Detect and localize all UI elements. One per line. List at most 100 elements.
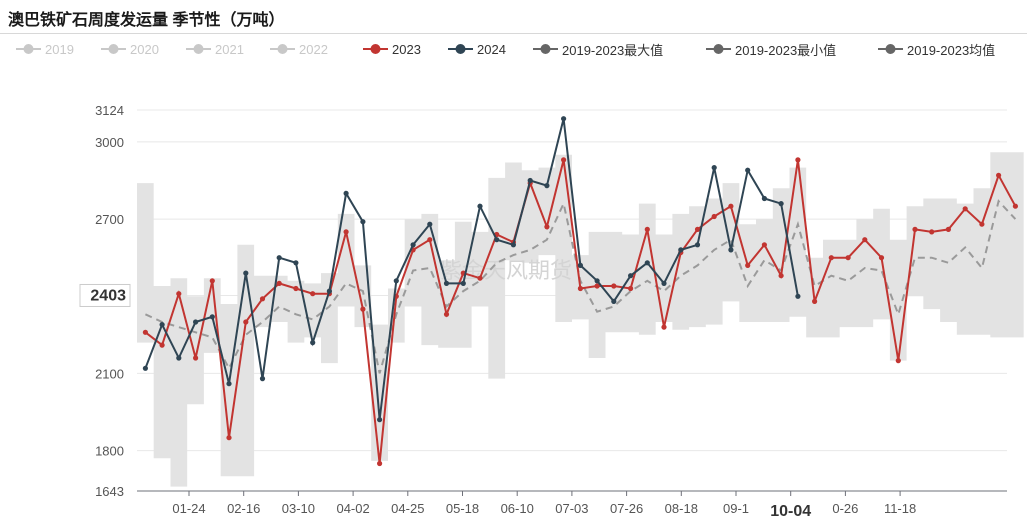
legend-item-2022[interactable]: 2022 [270, 38, 328, 60]
legend-item-2019-2023最大值[interactable]: 2019-2023最大值 [533, 38, 663, 60]
series-line-2024 [144, 118, 799, 420]
legend-marker-icon [101, 44, 126, 54]
legend-label: 2021 [215, 41, 244, 57]
data-point-2024 [711, 165, 717, 171]
data-point-2024 [159, 322, 165, 328]
data-point-2023 [945, 226, 952, 232]
data-point-2023 [561, 157, 567, 163]
data-point-2023 [176, 291, 182, 297]
x-tick-label: 11-18 [884, 501, 916, 516]
data-point-2024 [678, 247, 684, 253]
data-point-2024 [276, 255, 282, 261]
data-point-2024 [142, 365, 148, 371]
legend-marker-icon [363, 44, 388, 54]
data-point-2024 [661, 280, 667, 286]
data-point-2023 [427, 237, 433, 243]
data-point-2024 [443, 280, 450, 286]
data-point-2023 [728, 203, 734, 209]
data-point-2024 [293, 260, 299, 266]
data-point-2023 [443, 311, 450, 317]
data-point-2023 [778, 273, 784, 279]
legend-label: 2019-2023最小值 [735, 42, 837, 58]
data-point-2023 [1012, 203, 1019, 209]
legend-label: 2019-2023均值 [907, 42, 996, 58]
data-point-2024 [360, 219, 366, 225]
data-point-2024 [510, 242, 516, 248]
x-tick-label: 07-26 [610, 501, 643, 516]
x-tick-label: 04-25 [391, 501, 424, 516]
data-point-2023 [694, 226, 701, 232]
data-point-2024 [176, 355, 182, 361]
x-tick-label: 06-10 [501, 501, 534, 516]
data-point-2023 [544, 224, 550, 230]
legend-item-2019-2023最小值[interactable]: 2019-2023最小值 [706, 38, 836, 60]
data-point-2023 [929, 229, 935, 235]
data-point-2023 [996, 172, 1002, 178]
legend-marker-icon [878, 44, 903, 54]
x-tick-label: 09-1 [723, 501, 749, 516]
legend-marker-icon [186, 44, 211, 54]
y-axis-pointer-label-box [79, 283, 131, 307]
data-point-2023 [661, 324, 667, 330]
legend-marker-icon [706, 44, 731, 54]
legend-item-2020[interactable]: 2020 [101, 38, 159, 60]
data-point-2024 [226, 381, 232, 387]
data-point-2023 [477, 275, 483, 281]
data-point-2023 [795, 157, 801, 163]
data-point-2023 [377, 460, 383, 467]
data-point-2024 [310, 340, 316, 346]
data-point-2023 [276, 280, 282, 286]
data-point-2023 [845, 255, 851, 261]
data-point-2023 [711, 213, 717, 220]
data-point-2024 [745, 167, 751, 173]
data-point-2023 [611, 283, 617, 289]
data-point-2023 [142, 329, 148, 335]
legend-label: 2019-2023最大值 [562, 42, 664, 58]
legend-marker-icon [16, 44, 41, 54]
x-tick-label: 0-26 [832, 501, 858, 516]
x-tick-label: 08-18 [665, 501, 698, 516]
data-point-2024 [477, 203, 483, 209]
legend-item-2019[interactable]: 2019 [16, 38, 74, 60]
data-point-2024 [494, 237, 500, 243]
legend-label: 2024 [477, 41, 506, 57]
data-point-2023 [828, 255, 834, 261]
legend-label: 2022 [299, 41, 328, 57]
data-point-2024 [795, 293, 801, 299]
data-point-2023 [962, 206, 968, 212]
data-point-2023 [243, 319, 249, 325]
x-tick-label: 10-04 [770, 503, 811, 520]
data-point-2024 [259, 376, 266, 382]
legend-label: 2019 [45, 41, 74, 57]
data-point-2023 [628, 285, 634, 292]
y-tick-label: 3124 [95, 103, 124, 118]
y-tick-label: 2403 [90, 287, 126, 304]
data-point-2023 [360, 306, 366, 312]
y-tick-label: 2100 [95, 366, 124, 381]
data-point-2023 [310, 291, 316, 297]
title-divider [0, 33, 1027, 34]
data-point-2023 [259, 296, 266, 302]
data-point-2024 [544, 183, 550, 189]
data-point-2023 [193, 355, 199, 361]
legend-item-2021[interactable]: 2021 [186, 38, 244, 60]
x-tick-label: 07-03 [555, 501, 588, 516]
data-point-2023 [912, 226, 918, 232]
data-point-2024 [410, 242, 416, 248]
legend-item-2019-2023均值[interactable]: 2019-2023均值 [878, 38, 995, 60]
legend-item-2024[interactable]: 2024 [448, 38, 506, 60]
data-point-2024 [460, 280, 466, 286]
data-point-2024 [628, 273, 634, 279]
data-point-2023 [745, 262, 751, 268]
chart-title: 澳巴铁矿石周度发运量 季节性（万吨） [8, 12, 285, 29]
data-point-2024 [527, 177, 533, 184]
data-point-2024 [393, 278, 399, 284]
x-tick-label: 05-18 [446, 501, 479, 516]
data-point-2024 [611, 298, 617, 304]
data-point-2024 [728, 247, 734, 253]
data-point-2024 [561, 116, 567, 122]
legend-item-2023[interactable]: 2023 [363, 38, 421, 60]
chart-legend: 2019 2020 2021 2022 2023 2024 2019-2023最大值 2019… [0, 38, 1027, 60]
y-tick-label: 1800 [95, 444, 124, 459]
series-lines [142, 116, 1019, 467]
